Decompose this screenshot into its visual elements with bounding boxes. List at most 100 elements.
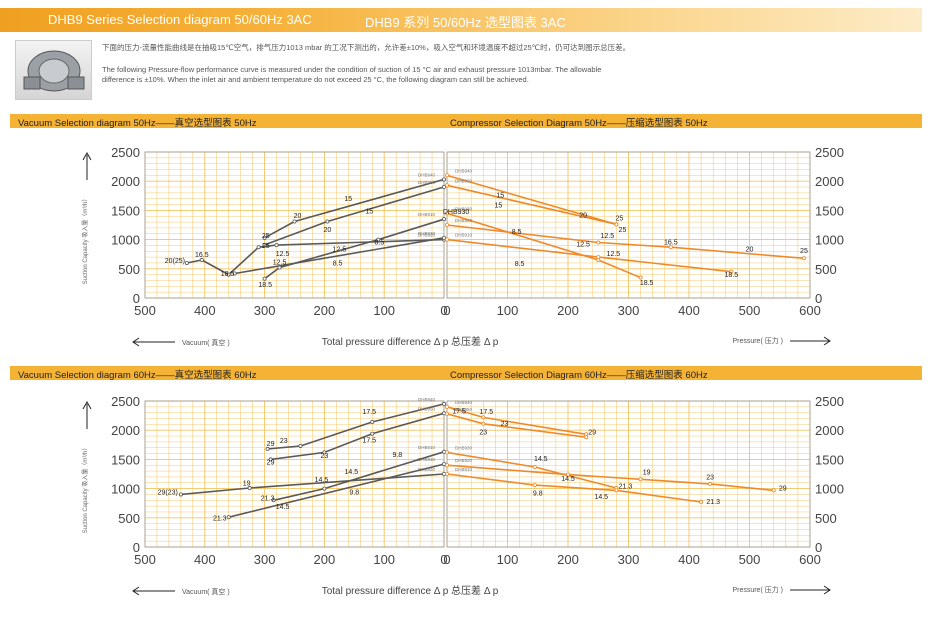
data-point — [444, 211, 449, 216]
data-point — [441, 217, 446, 222]
data-point — [481, 421, 486, 426]
x-tick-label-compressor: 500 — [739, 552, 761, 567]
data-label: 15 — [495, 202, 503, 209]
intro-en-line2: difference is ±10%. When the inlet air a… — [102, 75, 529, 84]
pressure-direction-label: Pressure( 压力 ) — [732, 336, 783, 345]
y-axis-arrowhead — [82, 151, 92, 161]
data-point — [444, 183, 449, 188]
compressor-60hz-title: Compressor Selection Diagram 60Hz——压缩选型图… — [450, 370, 708, 381]
data-label: 9.8 — [392, 452, 402, 459]
plot-frame — [144, 400, 445, 548]
x-tick-label-compressor: 600 — [799, 303, 821, 318]
x-tick-label-vacuum: 100 — [373, 552, 395, 567]
data-label: 25 — [619, 227, 627, 234]
data-label: 8.5 — [333, 260, 343, 267]
vacuum-arrowhead — [132, 586, 140, 596]
data-label: 14.5 — [594, 494, 608, 501]
series-name-dhb920: DHB920 — [455, 218, 473, 223]
data-point — [184, 260, 189, 265]
data-point — [444, 463, 449, 468]
series-name-dhb950: DHB950 — [455, 178, 473, 183]
data-point — [771, 488, 776, 493]
series-line-dhb910 — [446, 473, 702, 503]
data-point — [532, 464, 537, 469]
data-point — [668, 245, 673, 250]
x-tick-label-vacuum: 200 — [314, 552, 336, 567]
data-label: 29 — [588, 429, 596, 436]
data-label: 20 — [746, 246, 754, 253]
title-banner: DHB9 Series Selection diagram 50/60Hz 3A… — [0, 8, 922, 32]
y-tick-label-right: 1500 — [815, 203, 844, 218]
series-name-dhb910: DHB910 — [455, 467, 473, 472]
data-point — [298, 443, 303, 448]
pressure-arrowhead — [823, 585, 831, 595]
data-label: 14.5 — [315, 477, 329, 484]
intro-en-line1: The following Pressure-flow performance … — [102, 65, 602, 74]
data-label: 12.5 — [276, 251, 290, 258]
data-point — [232, 271, 237, 276]
y-tick-label-right: 0 — [815, 291, 822, 306]
data-label: 9.8 — [533, 491, 543, 498]
series-line-dhb940 — [267, 403, 445, 450]
series-line-dhb920 — [186, 238, 445, 276]
x-tick-label-compressor: 100 — [497, 303, 519, 318]
data-label: 8.5 — [512, 229, 522, 236]
plot-frame — [144, 151, 445, 299]
data-point — [325, 219, 330, 224]
vacuum-arrowhead — [132, 337, 140, 347]
data-point — [292, 219, 297, 224]
data-point — [614, 222, 619, 227]
data-point — [801, 256, 806, 261]
data-point — [199, 258, 204, 263]
series-name-dhb940: DHB940 — [418, 397, 436, 402]
data-label: 29(23) — [158, 489, 178, 496]
data-label: 9.8 — [349, 489, 359, 496]
data-label: 12.5 — [601, 233, 615, 240]
x-tick-label-vacuum: 200 — [314, 303, 336, 318]
data-point — [370, 420, 375, 425]
data-point — [444, 173, 449, 178]
series-name-dhb930: DHB930 — [418, 457, 436, 462]
data-point — [729, 269, 734, 274]
y-tick-label-left: 500 — [118, 511, 140, 526]
data-point — [596, 240, 601, 245]
data-label: 8.5 — [515, 261, 525, 268]
data-label: 15 — [344, 196, 352, 203]
series-name-dhb950: DHB950 — [455, 407, 473, 412]
y-tick-label-left: 0 — [133, 540, 140, 555]
data-label: 17.5 — [362, 437, 376, 444]
data-point — [268, 457, 273, 462]
data-point — [444, 237, 449, 242]
data-point — [265, 446, 270, 451]
data-point — [226, 515, 231, 520]
section-bar-50hz: Vacuum Selection diagram 50Hz——真空选型图表 50… — [10, 114, 922, 129]
data-label: 12.5 — [576, 242, 590, 249]
data-label: 14.5 — [276, 504, 290, 511]
series-name-dhb920: DHB920 — [418, 233, 436, 238]
pressure-arrowhead — [823, 336, 831, 346]
y-axis-label: Suction Capacity 吸入量（m³/h） — [82, 445, 89, 534]
x-tick-label-compressor: 500 — [739, 303, 761, 318]
y-tick-label-right: 500 — [815, 511, 837, 526]
x-tick-label-compressor: 400 — [678, 303, 700, 318]
y-tick-label-left: 1500 — [111, 452, 140, 467]
data-label: 14.5 — [534, 456, 548, 463]
data-point — [441, 235, 446, 240]
data-label: 23 — [479, 429, 487, 436]
series-name-dhb930: DHB930 — [455, 206, 473, 211]
y-tick-label-left: 500 — [118, 262, 140, 277]
data-point — [262, 235, 267, 240]
data-point — [441, 401, 446, 406]
data-point — [614, 488, 619, 493]
data-point — [444, 471, 449, 476]
x-tick-label-vacuum: 0 — [440, 552, 447, 567]
x-axis-label: Total pressure difference Δ p 总压差 Δ p — [322, 335, 499, 348]
data-label: 17.5 — [480, 409, 494, 416]
data-point — [638, 477, 643, 482]
data-point — [441, 177, 446, 182]
data-label: 21.3 — [619, 484, 633, 491]
data-point — [322, 486, 327, 491]
x-axis-label: Total pressure difference Δ p 总压差 Δ p — [322, 584, 499, 597]
data-point — [370, 431, 375, 436]
